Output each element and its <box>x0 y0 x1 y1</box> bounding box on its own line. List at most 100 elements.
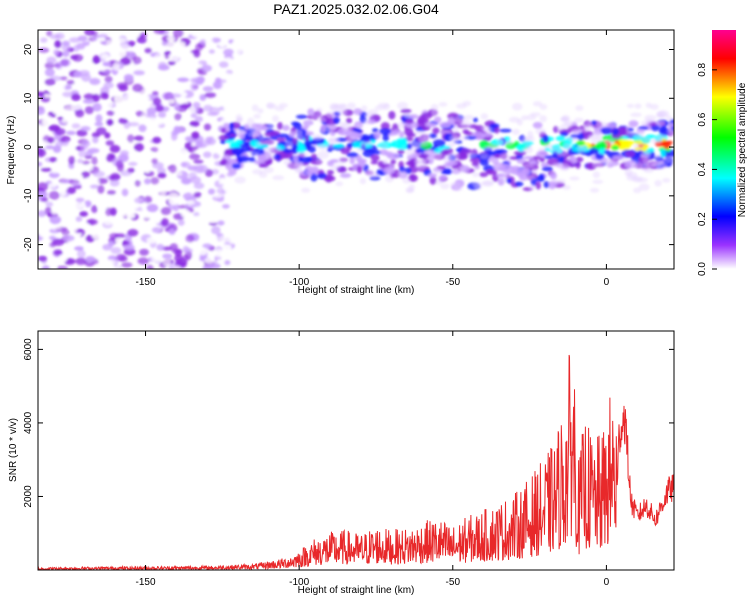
heatmap-cell <box>304 136 310 142</box>
heatmap-cell <box>414 161 427 170</box>
heatmap-cell <box>258 163 266 168</box>
snr-x-axis: -150 -100 -50 0 <box>136 331 610 588</box>
heatmap-cell <box>521 115 528 121</box>
heatmap-cell <box>488 123 500 129</box>
heatmap-cell <box>251 104 259 112</box>
heatmap-cell <box>106 119 114 126</box>
heatmap-cell <box>630 163 638 169</box>
heatmap-cell <box>592 171 601 179</box>
heatmap-cell <box>347 102 356 109</box>
heatmap-cell <box>337 156 347 165</box>
heatmap-cell <box>104 39 114 45</box>
heatmap-cell <box>244 93 255 99</box>
heatmap-cell <box>111 196 124 204</box>
heatmap-cell <box>89 77 101 86</box>
heatmap-cell <box>161 92 172 100</box>
heatmap-cell <box>144 166 151 173</box>
heatmap-cell <box>82 98 95 104</box>
heatmap-cell <box>257 108 264 114</box>
heatmap-cell <box>258 171 268 179</box>
heatmap-cell <box>94 121 104 127</box>
heatmap-cell <box>75 109 85 118</box>
heatmap-cell <box>225 162 233 171</box>
heatmap-cell <box>431 151 443 160</box>
heatmap-cell <box>232 217 239 224</box>
heatmap-cell <box>128 149 138 155</box>
heatmap-cell <box>559 163 571 172</box>
heatmap-cell <box>447 117 456 125</box>
heatmap-cell <box>297 152 309 157</box>
heatmap-cell <box>59 76 68 81</box>
heatmap-cell <box>130 30 141 39</box>
heatmap-cell <box>346 152 359 158</box>
heatmap-cell <box>199 94 207 101</box>
heatmap-cell <box>433 166 441 175</box>
heatmap-cell <box>138 124 147 132</box>
heatmap-cell <box>177 77 190 83</box>
heatmap-cell <box>49 33 61 40</box>
heatmap-cell <box>121 188 129 197</box>
heatmap-cell <box>383 166 395 175</box>
heatmap-cell <box>295 134 304 140</box>
chart-title: PAZ1.2025.032.02.06.G04 <box>273 1 439 17</box>
heatmap-cell <box>97 203 108 210</box>
heatmap-cell <box>255 141 265 147</box>
heatmap-cell <box>587 134 595 140</box>
heatmap-cell <box>592 162 602 168</box>
heatmap-cell <box>257 85 270 94</box>
heatmap-cell <box>571 129 581 135</box>
snr-series-line <box>38 354 674 570</box>
heatmap-cell <box>123 74 134 81</box>
heatmap-cell <box>38 231 51 238</box>
heatmap-cell <box>73 70 83 78</box>
heatmap-cell <box>235 139 243 146</box>
heatmap-cell <box>204 257 215 264</box>
heatmap-cell <box>535 175 545 182</box>
x-tick-label: 0 <box>604 577 610 588</box>
heatmap-cell <box>356 165 363 174</box>
heatmap-cell <box>382 159 389 165</box>
heatmap-cell <box>276 133 290 138</box>
heatmap-cell <box>50 225 62 231</box>
heatmap-cell <box>406 142 413 150</box>
heatmap-cell <box>171 132 178 141</box>
heatmap-cell <box>636 128 646 134</box>
heatmap-cell <box>105 207 112 217</box>
heatmap-cell <box>295 168 303 174</box>
heatmap-cell <box>112 62 120 71</box>
heatmap-cell <box>187 200 195 206</box>
heatmap-cell <box>566 136 579 142</box>
heatmap-cell <box>59 68 66 75</box>
heatmap-cell <box>621 157 628 163</box>
heatmap-cell <box>499 128 512 133</box>
heatmap-cell <box>362 149 375 158</box>
heatmap-cell <box>345 117 353 124</box>
heatmap-cell <box>60 187 67 197</box>
heatmap-cell <box>330 164 341 171</box>
heatmap-cell <box>541 166 553 172</box>
heatmap-cell <box>656 110 668 118</box>
heatmap-cell <box>115 237 122 245</box>
heatmap-cell <box>80 144 88 151</box>
heatmap-cell <box>151 158 158 165</box>
heatmap-cell <box>174 113 182 121</box>
heatmap-cell <box>39 249 50 254</box>
heatmap-cell <box>265 158 273 165</box>
heatmap-cell <box>311 134 324 141</box>
y-tick-label: 10 <box>23 92 34 104</box>
heatmap-cell <box>234 128 246 135</box>
heatmap-cell <box>77 35 88 42</box>
heatmap-cell <box>326 142 334 149</box>
colorbar-axis: 0.0 0.2 0.4 0.6 0.8 <box>697 62 717 276</box>
heatmap-cell <box>511 102 523 111</box>
heatmap-cell <box>347 136 357 142</box>
heatmap-cell <box>54 40 62 49</box>
heatmap-cell <box>372 128 379 133</box>
colorbar-label: Normalized spectral amplitude <box>737 82 748 217</box>
snr-frame <box>37 330 675 571</box>
heatmap-cell <box>40 37 48 43</box>
heatmap-cell <box>38 106 46 116</box>
x-tick-label: -50 <box>446 277 461 288</box>
heatmap-cell <box>379 149 389 156</box>
heatmap-cell <box>190 112 198 118</box>
